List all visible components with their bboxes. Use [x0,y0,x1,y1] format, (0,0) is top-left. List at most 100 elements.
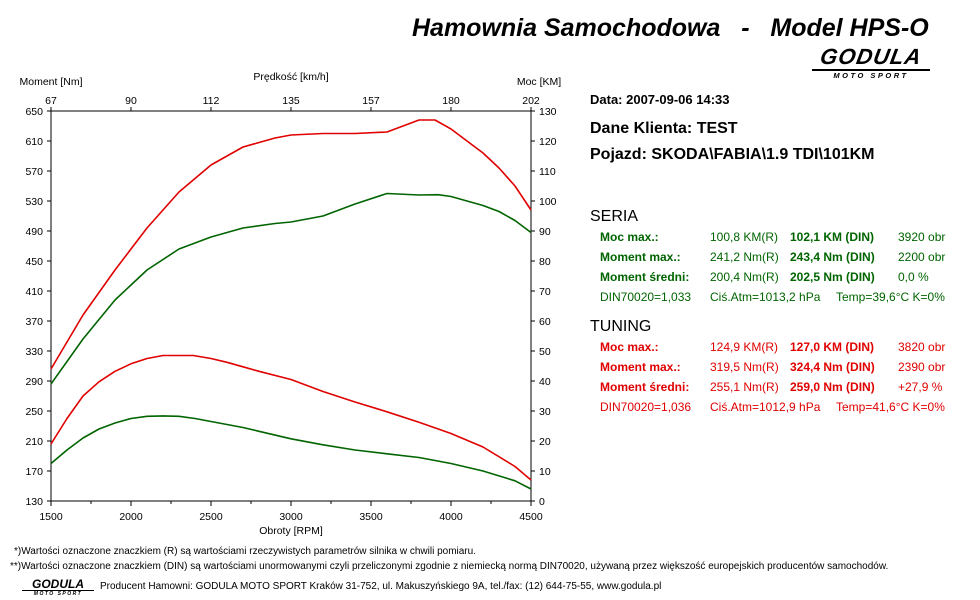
row-label: Moc max.: [600,340,659,354]
footnote-din: **)Wartości oznaczone znaczkiem (DIN) są… [10,561,889,572]
row-value-din: 102,1 KM (DIN) [790,230,875,244]
series-line-2 [50,415,532,490]
tuning-row: Moment max.: 319,5 Nm(R) 324,4 Nm (DIN) 239… [590,360,970,376]
x-tick-label: 3000 [279,511,303,523]
y-left-tick-label: 370 [25,316,43,328]
y-right-tick-label: 120 [539,136,557,148]
footer-logo: GODULA MOTO SPORT [22,577,94,597]
footer-logo-subtext: MOTO SPORT [22,590,94,597]
logo-text: GODULA [818,44,924,69]
y-right-tick-label: 0 [539,496,545,508]
y-right-tick-label: 100 [539,196,557,208]
y-left-tick-label: 250 [25,406,43,418]
y-left-tick-label: 450 [25,256,43,268]
measurement-date: Data: 2007-09-06 14:33 [590,92,730,107]
x-top-tick-label: 112 [203,95,220,107]
y-right-tick-label: 50 [539,346,551,358]
series-line-3 [50,192,532,385]
din-field-c: Temp=41,6°C K=0% [836,400,945,414]
row-extra: 3820 obr [898,340,946,354]
y-left-axis-label: Moment [Nm] [19,76,82,88]
y-left-tick-label: 210 [25,436,43,448]
seria-row: Moment max.: 241,2 Nm(R) 243,4 Nm (DIN) 220… [590,250,970,266]
footnote-r: *)Wartości oznaczone znaczkiem (R) są wa… [14,546,476,557]
row-value-r: 124,9 KM(R) [710,340,779,354]
y-right-tick-label: 10 [539,466,551,478]
x-top-tick-label: 202 [522,95,540,107]
y-left-tick-label: 170 [25,466,43,478]
seria-title: SERIA [590,208,639,225]
plot-area [50,110,532,502]
row-value-din: 324,4 Nm (DIN) [790,360,875,374]
y-left-tick-label: 330 [25,346,43,358]
y-right-axis-label: Moc [KM] [517,76,561,88]
row-label: Moment średni: [600,380,690,394]
tuning-title: TUNING [590,318,652,335]
row-value-din: 202,5 Nm (DIN) [790,270,875,284]
y-left-tick-label: 490 [25,226,43,238]
din-field-b: Ciś.Atm=1012,9 hPa [710,400,821,414]
row-value-r: 100,8 KM(R) [710,230,779,244]
y-right-tick-label: 110 [539,166,556,178]
row-label: Moment max.: [600,360,681,374]
x-tick-label: 4000 [439,511,463,523]
din-field-b: Ciś.Atm=1013,2 hPa [710,290,821,304]
x-tick-label: 2000 [119,511,143,523]
y-right-tick-label: 40 [539,376,551,388]
y-left-tick-label: 530 [25,196,43,208]
x-axis-label: Obroty [RPM] [259,525,323,537]
y-left-tick-label: 410 [25,286,43,298]
page-title: Hamownia Samochodowa - Model HPS-O [412,14,929,42]
y-right-tick-label: 60 [539,316,551,328]
seria-row: Moment średni: 200,4 Nm(R) 202,5 Nm (DIN) 0… [590,270,970,286]
seria-row: Moc max.: 100,8 KM(R) 102,1 KM (DIN) 3920 o… [590,230,970,246]
row-label: Moment max.: [600,250,681,264]
row-value-din: 243,4 Nm (DIN) [790,250,875,264]
footer-logo-text: GODULA [32,577,84,591]
row-extra: 2200 obr [898,250,946,264]
seria-din-line: DIN70020=1,033 Ciś.Atm=1013,2 hPa Temp=39,… [590,290,970,306]
y-left-tick-label: 650 [25,106,43,118]
x-tick-label: 4500 [519,511,543,523]
tuning-results: TUNING Moc max.: 124,9 KM(R) 127,0 KM (DIN… [590,318,970,418]
series-line-1 [50,119,532,370]
x-top-tick-label: 180 [442,95,460,107]
y-right-tick-label: 80 [539,256,551,268]
logo-subtext: MOTO SPORT [812,69,930,80]
x-top-axis-label: Prędkość [km/h] [253,71,328,83]
x-tick-label: 2500 [199,511,223,523]
x-top-tick-label: 135 [282,95,300,107]
x-tick-label: 3500 [359,511,383,523]
din-field-a: DIN70020=1,033 [600,290,692,304]
tuning-row: Moment średni: 255,1 Nm(R) 259,0 Nm (DIN) +… [590,380,970,396]
din-field-a: DIN70020=1,036 [600,400,692,414]
row-value-din: 259,0 Nm (DIN) [790,380,875,394]
row-extra: 0,0 % [898,270,929,284]
y-left-tick-label: 570 [25,166,43,178]
godula-logo: GODULA MOTO SPORT [812,44,930,80]
tuning-row: Moc max.: 124,9 KM(R) 127,0 KM (DIN) 3820 o… [590,340,970,356]
producer-info: Producent Hamowni: GODULA MOTO SPORT Kra… [100,581,662,592]
seria-results: SERIA Moc max.: 100,8 KM(R) 102,1 KM (DIN)… [590,208,970,308]
y-left-tick-label: 130 [25,496,43,508]
x-tick-label: 1500 [39,511,63,523]
client-name: Dane Klienta: TEST [590,120,738,137]
x-top-tick-label: 90 [125,95,137,107]
y-left-tick-label: 610 [25,136,43,148]
series-line-0 [50,354,532,481]
row-label: Moment średni: [600,270,690,284]
y-right-tick-label: 70 [539,286,551,298]
x-top-tick-label: 157 [362,95,380,107]
row-value-r: 255,1 Nm(R) [710,380,779,394]
y-right-tick-label: 90 [539,226,551,238]
vehicle-name: Pojazd: SKODA\FABIA\1.9 TDI\101KM [590,146,875,163]
tuning-din-line: DIN70020=1,036 Ciś.Atm=1012,9 hPa Temp=41,… [590,400,970,416]
row-extra: 2390 obr [898,360,946,374]
row-extra: +27,9 % [898,380,943,394]
din-field-c: Temp=39,6°C K=0% [836,290,945,304]
row-extra: 3920 obr [898,230,946,244]
y-right-tick-label: 20 [539,436,551,448]
row-value-r: 319,5 Nm(R) [710,360,779,374]
row-label: Moc max.: [600,230,659,244]
